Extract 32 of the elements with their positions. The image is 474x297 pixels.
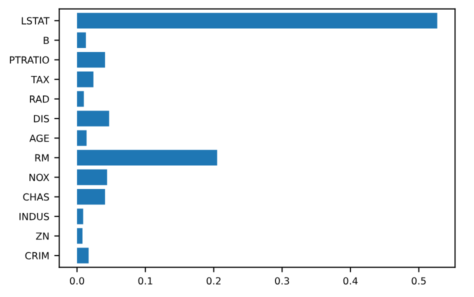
x-tick-label: 0.0 — [70, 277, 84, 285]
y-tick-label: RAD — [30, 96, 49, 103]
y-tick-label: INDUS — [20, 212, 49, 220]
x-tick-label: 0.1 — [138, 277, 152, 285]
bar — [77, 248, 89, 264]
y-tick-label: AGE — [29, 134, 49, 142]
y-tick-label: ZN — [36, 232, 49, 240]
bar — [77, 169, 108, 186]
y-tick-label: DIS — [34, 115, 49, 122]
y-tick-label: PTRATIO — [10, 56, 49, 64]
y-tick-label: CRIM — [25, 252, 49, 260]
y-tick-label: NOX — [30, 174, 50, 182]
y-tick-label: RM — [35, 154, 49, 162]
x-tick-label: 0.4 — [343, 277, 358, 285]
bar — [77, 110, 110, 126]
bar — [77, 12, 438, 28]
x-tick-label: 0.3 — [275, 277, 290, 285]
y-tick-label: B — [44, 36, 49, 44]
bar — [77, 208, 84, 224]
bar — [77, 72, 94, 88]
bar — [77, 52, 106, 68]
bar — [77, 32, 86, 48]
x-tick-label: 0.2 — [206, 277, 220, 285]
bar — [77, 91, 84, 107]
y-tick-label: LSTAT — [22, 17, 50, 24]
bar — [77, 150, 218, 166]
x-tick-label: 0.5 — [412, 277, 426, 285]
bar — [77, 189, 106, 205]
bar — [77, 130, 87, 146]
bar — [77, 228, 82, 244]
y-tick-label: TAX — [31, 76, 50, 84]
y-tick-label: CHAS — [23, 193, 49, 201]
